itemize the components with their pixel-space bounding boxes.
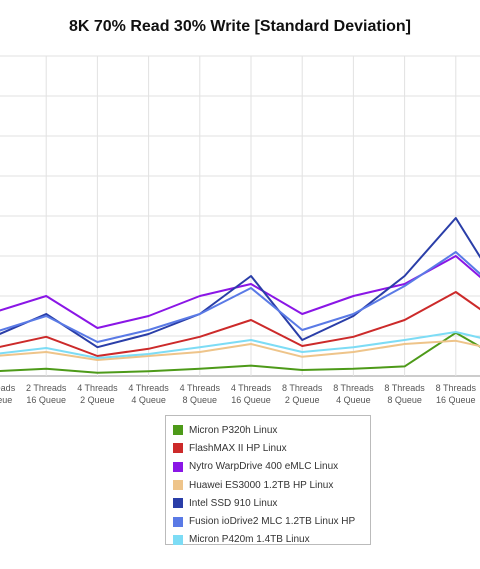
grid — [0, 55, 480, 377]
legend-item: Micron P420m 1.4TB Linux — [173, 531, 370, 549]
legend-swatch — [173, 516, 183, 527]
legend-item: Nytro WarpDrive 400 eMLC Linux — [173, 458, 370, 476]
x-tick-label: 8 Threads 16 Queue — [436, 383, 477, 405]
legend-swatch — [173, 480, 183, 491]
series-line — [0, 291, 480, 357]
x-tick-label: 8 Threads 2 Queue — [282, 383, 323, 405]
series-line — [0, 331, 480, 359]
legend-item: Fusion ioDrive2 MLC 1.2TB Linux HP — [173, 512, 370, 530]
legend-item: Intel SSD 910 Linux — [173, 494, 370, 512]
x-tick-label: 4 Threads 16 Queue — [231, 383, 272, 405]
legend-swatch — [173, 461, 183, 472]
x-tick-label: 2 Threads 16 Queue — [26, 383, 67, 405]
legend-label: FlashMAX II HP Linux — [189, 442, 287, 454]
x-tick-label: 4 Threads 4 Queue — [128, 383, 169, 405]
legend-label: Micron P320h Linux — [189, 424, 278, 436]
series-line — [0, 339, 480, 361]
legend-label: Intel SSD 910 Linux — [189, 497, 278, 509]
x-tick-label: 4 Threads 8 Queue — [180, 383, 221, 405]
legend-label: Micron P420m 1.4TB Linux — [189, 534, 310, 546]
series-line — [0, 217, 480, 349]
legend-swatch — [173, 534, 183, 545]
legend-label: Huawei ES3000 1.2TB HP Linux — [189, 479, 334, 491]
legend-swatch — [173, 498, 183, 509]
legend-label: Fusion ioDrive2 MLC 1.2TB Linux HP — [189, 516, 356, 528]
legend-label: Nytro WarpDrive 400 eMLC Linux — [189, 461, 339, 473]
legend-swatch — [173, 425, 183, 436]
legend-item: Micron P320h Linux — [173, 421, 370, 439]
legend-swatch — [173, 443, 183, 454]
x-tick-label: 4 Threads 2 Queue — [77, 383, 118, 405]
series-line — [0, 331, 480, 374]
series-line — [0, 251, 480, 343]
legend: Micron P320h Linux FlashMAX II HP Linux Ny… — [165, 415, 371, 545]
chart-title: 8K 70% Read 30% Write [Standard Deviatio… — [68, 18, 412, 35]
legend-item: FlashMAX II HP Linux — [173, 439, 370, 457]
x-tick-label: 8 Threads 4 Queue — [333, 383, 374, 405]
legend-item: Huawei ES3000 1.2TB HP Linux — [173, 476, 370, 494]
series-lines — [0, 217, 480, 374]
x-tick-label: 8 Threads 8 Queue — [384, 383, 425, 405]
